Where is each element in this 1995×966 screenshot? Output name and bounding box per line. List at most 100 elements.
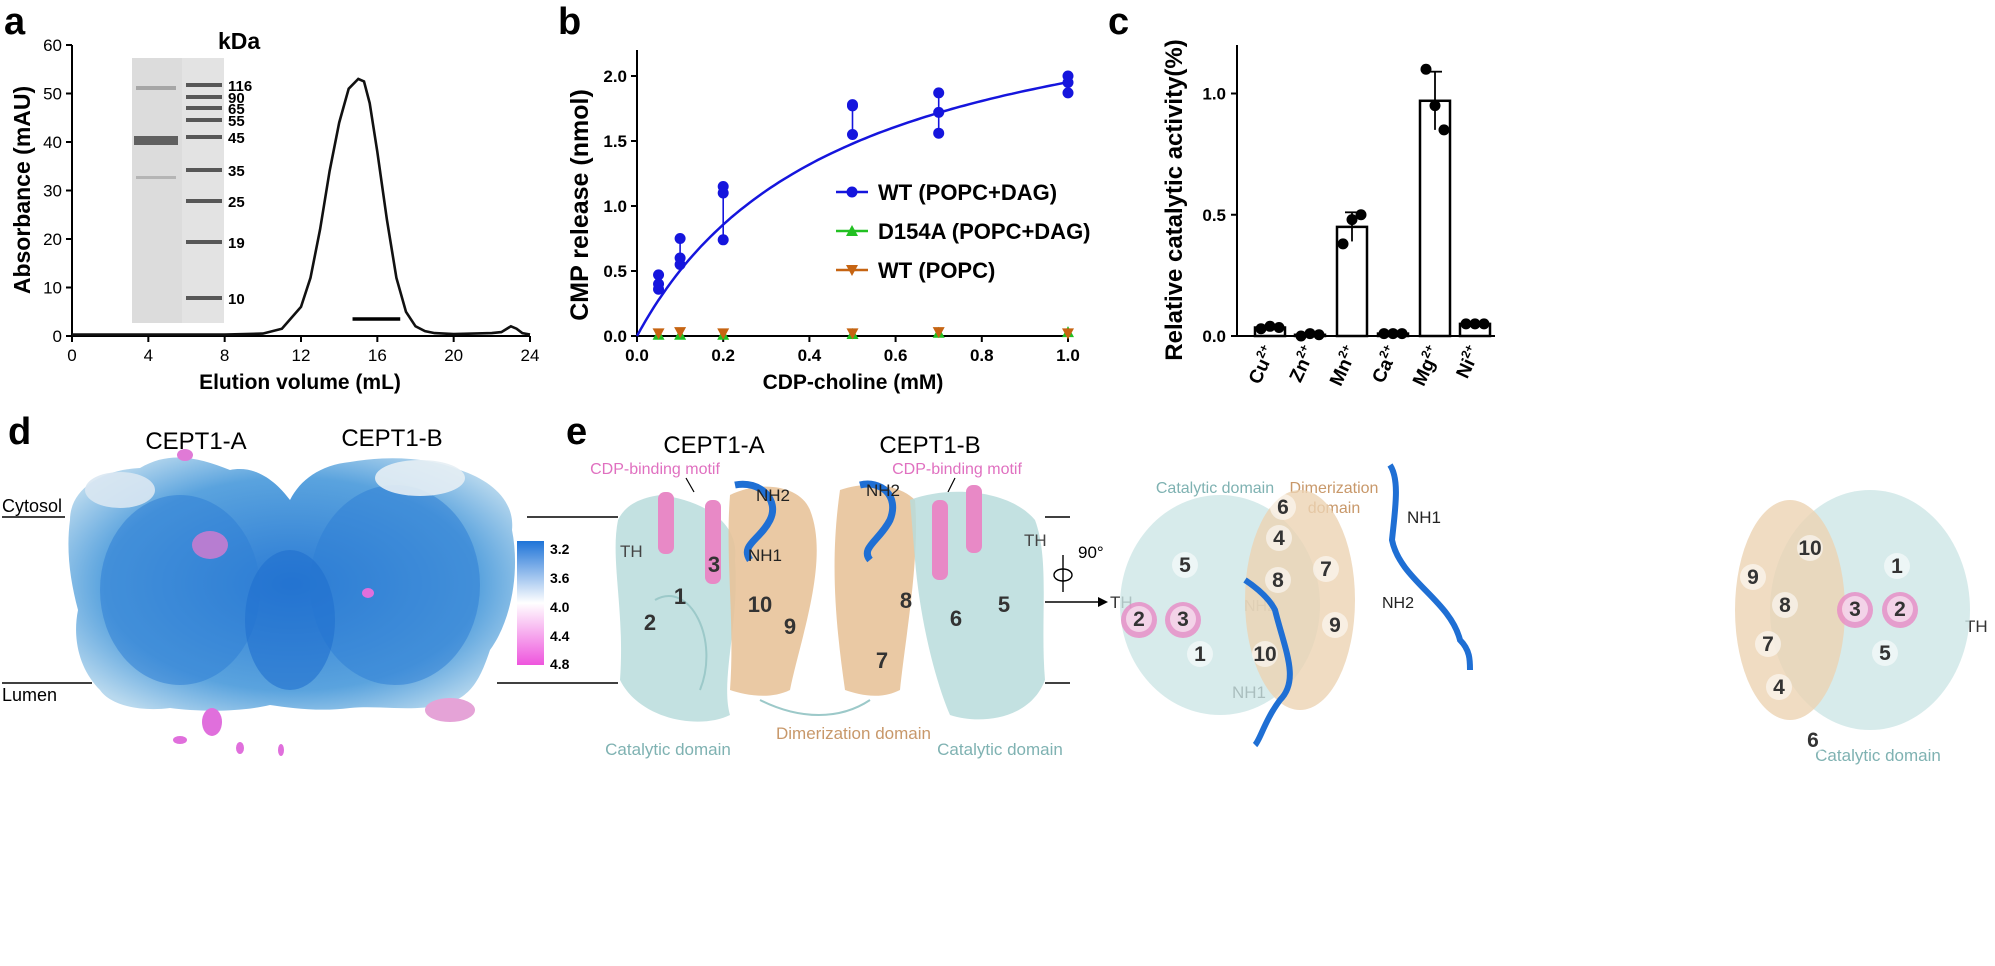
panel-a-y-label: Absorbance (mAU) — [9, 86, 35, 294]
data-point-series-0 — [1062, 70, 1074, 82]
data-point-series-2 — [717, 328, 730, 340]
cept1-a-cartoon-label: CEPT1-A — [663, 432, 764, 459]
data-point-series-2 — [1062, 328, 1074, 340]
replicate-point — [1429, 100, 1441, 112]
catalytic-domain-label-top-right: Catalytic domain — [1815, 746, 1941, 765]
dimerization-domain-b — [834, 484, 917, 696]
replicate-point — [1313, 329, 1325, 341]
top-view-right — [1387, 463, 1970, 730]
panel-c-bars — [1253, 63, 1492, 342]
bar-mg — [1418, 99, 1452, 338]
legend-marker-series-1 — [846, 225, 858, 236]
panel-a-x-tick-label: 8 — [220, 346, 229, 365]
rotation-angle-label: 90° — [1078, 543, 1104, 562]
data-point-series-0 — [653, 269, 665, 281]
elution-profile-line — [72, 77, 531, 336]
helix-number-top-left: 8 — [1272, 569, 1284, 592]
data-point-series-0 — [847, 129, 858, 140]
dimerization-domain-label: Dimerization domain — [776, 724, 931, 743]
panel-c-y-ticks: 0.0 0.5 1.0 — [1202, 85, 1237, 346]
replicate-point — [1387, 328, 1399, 340]
replicate-point — [1378, 328, 1390, 340]
panel-a-x-tick-label: 24 — [521, 346, 540, 365]
gel-sample-lane — [132, 58, 182, 323]
helix-number-badge — [1322, 612, 1348, 638]
data-point-series-0 — [717, 234, 729, 246]
replicate-point — [1255, 323, 1267, 335]
panel-letter-e: e — [566, 411, 587, 453]
data-point-series-2 — [932, 327, 945, 339]
panel-b-legend: WT (POPC+DAG) D154A (POPC+DAG) WT (POPC) — [836, 180, 1091, 283]
wt-popc-dag-fit-curve — [635, 80, 1069, 337]
helix-number-badge — [1766, 674, 1792, 700]
gel-marker-band — [186, 83, 222, 87]
panel-b-y-tick-label: 1.0 — [603, 197, 627, 216]
panel-b-y-tick-label: 2.0 — [603, 67, 627, 86]
gel-sample-minor-band — [136, 86, 176, 90]
helix-number-badge — [1172, 552, 1198, 578]
panel-b-x-tick-label: 1.0 — [1056, 346, 1080, 365]
panel-a-x-tick-label: 16 — [368, 346, 387, 365]
gel-marker-label: 55 — [228, 113, 245, 130]
scale-tick-label: 4.4 — [550, 628, 570, 644]
helix-number-top-left: 3 — [1177, 608, 1189, 631]
data-point-series-2 — [652, 328, 665, 340]
helix-number-side: 5 — [998, 592, 1010, 617]
sds-page-gel — [132, 58, 224, 323]
helix-number-side: 3 — [708, 552, 720, 577]
cdp-motif-helix-b2 — [966, 485, 982, 553]
gel-marker-band — [186, 106, 222, 110]
cdp-motif-helix-b1 — [932, 500, 948, 580]
data-point-series-0 — [933, 127, 945, 139]
panel-letter-b: b — [558, 1, 581, 43]
data-point-series-0 — [933, 106, 945, 118]
helix-number-badge — [1797, 535, 1823, 561]
panel-b-x-label: CDP-choline (mM) — [763, 371, 944, 394]
density-low-res-patch-1 — [192, 531, 228, 559]
panel-a-x-tick-label: 20 — [444, 346, 463, 365]
panel-c-y-tick-label: 0.0 — [1202, 327, 1226, 346]
replicate-point — [1438, 124, 1450, 136]
n-terminal-helix-a — [734, 480, 776, 562]
helix-number-side: 10 — [748, 592, 772, 617]
helix-number-top-left: 5 — [1179, 554, 1191, 577]
local-resolution-scale-ticks: 3.2 3.6 4.0 4.4 4.8 — [550, 541, 570, 672]
helix-number-top-left: 10 — [1253, 643, 1276, 666]
top-view-left — [1120, 490, 1355, 748]
cept1-b-density-label: CEPT1-B — [341, 425, 442, 452]
helix-number-side: 2 — [644, 610, 656, 635]
helix-number-badge — [1755, 631, 1781, 657]
helix-number-badge — [1872, 640, 1898, 666]
helix-number-badge — [1187, 641, 1213, 667]
density-low-res-patch-6 — [236, 742, 244, 754]
top-left-dimer-shape — [1245, 490, 1355, 710]
loop-strands — [654, 595, 871, 716]
panel-a-y-tick-label: 20 — [43, 230, 62, 249]
replicate-point — [1273, 322, 1285, 334]
helix-number-badge — [1887, 596, 1913, 622]
density-low-res-patch-4 — [202, 708, 222, 736]
helix-number-badge — [1800, 727, 1826, 753]
panel-letter-a: a — [4, 1, 26, 43]
cytosol-label: Cytosol — [2, 496, 62, 516]
category-label-cu: Cu2+ — [1242, 342, 1280, 388]
top-left-n-terminal — [1243, 577, 1293, 748]
data-point-series-0 — [674, 252, 686, 264]
data-point-series-0 — [1062, 87, 1074, 99]
helix-number-top-left: 1 — [1194, 643, 1206, 666]
scale-tick-label: 4.8 — [550, 656, 570, 672]
helix-number-side: 9 — [784, 614, 796, 639]
catalytic-domain-label-top: Catalytic domain — [1156, 480, 1274, 497]
panel-b-x-tick-label: 0.8 — [970, 346, 994, 365]
gel-kda-label: kDa — [218, 28, 260, 54]
cdp-motif-arrow-a — [685, 477, 695, 493]
panel-b-y-tick-label: 1.5 — [603, 132, 627, 151]
helix-number-side: 6 — [950, 606, 962, 631]
panel-b-x-tick-label: 0.0 — [625, 346, 649, 365]
catalytic-domain-label-side-a: Catalytic domain — [605, 740, 731, 759]
rotation-arrow-icon — [1053, 568, 1073, 582]
data-point-series-0 — [933, 87, 945, 99]
helix-number-side: 8 — [900, 588, 912, 613]
